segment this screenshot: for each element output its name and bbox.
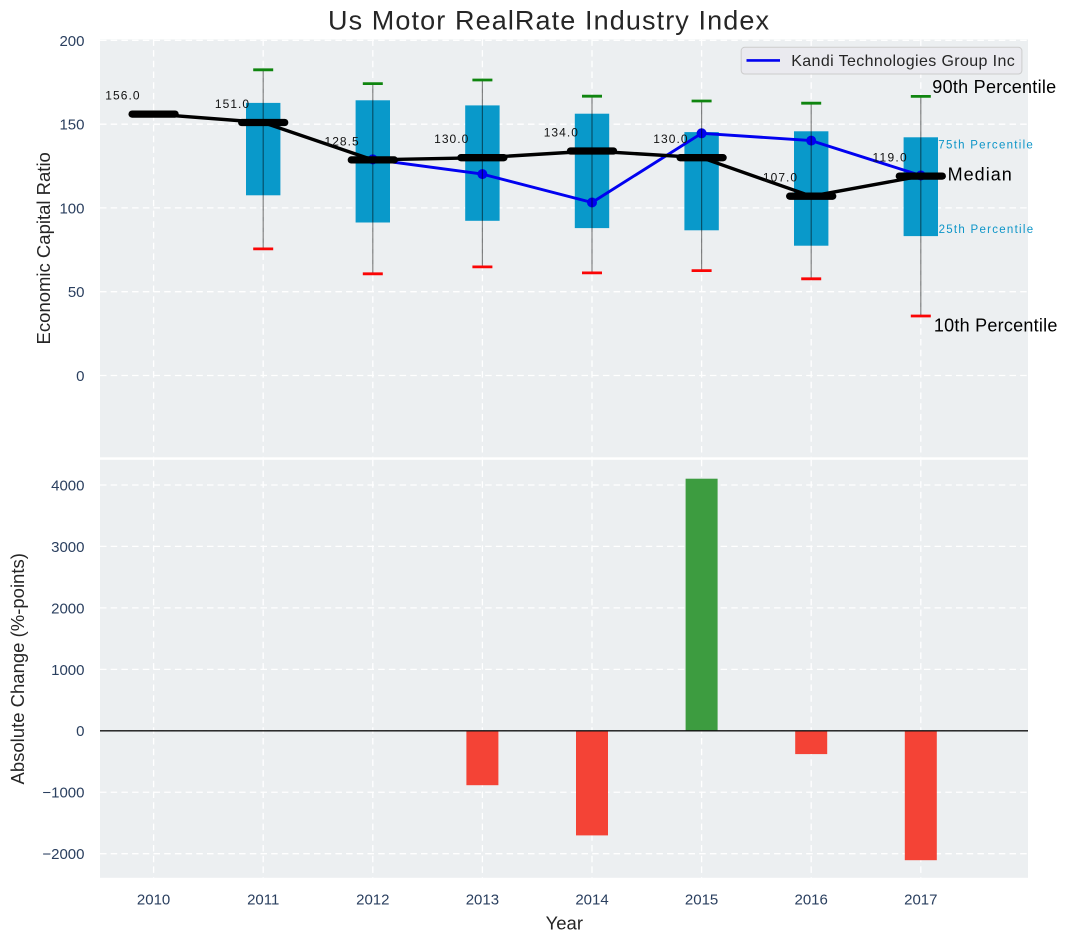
svg-text:Economic Capital Ratio: Economic Capital Ratio <box>33 152 54 344</box>
svg-text:156.0: 156.0 <box>105 89 140 103</box>
svg-text:0: 0 <box>76 723 84 740</box>
svg-text:2010: 2010 <box>137 892 170 909</box>
svg-text:107.0: 107.0 <box>763 171 798 185</box>
svg-text:Median: Median <box>948 165 1012 185</box>
svg-text:2011: 2011 <box>247 892 279 909</box>
svg-text:200: 200 <box>59 33 84 50</box>
svg-text:2017: 2017 <box>904 892 937 909</box>
svg-text:2012: 2012 <box>356 892 389 909</box>
svg-text:90th Percentile: 90th Percentile <box>932 77 1056 97</box>
svg-text:75th Percentile: 75th Percentile <box>938 139 1033 151</box>
svg-text:50: 50 <box>68 284 85 301</box>
svg-text:10th Percentile: 10th Percentile <box>934 315 1058 335</box>
svg-text:0: 0 <box>76 368 84 385</box>
svg-text:4000: 4000 <box>51 477 84 494</box>
svg-text:119.0: 119.0 <box>873 151 908 165</box>
svg-text:130.0: 130.0 <box>653 132 688 146</box>
svg-text:100: 100 <box>59 200 84 217</box>
svg-text:Absolute Change (%-points): Absolute Change (%-points) <box>7 553 28 784</box>
svg-text:2014: 2014 <box>575 892 608 909</box>
svg-text:134.0: 134.0 <box>544 125 579 139</box>
svg-text:150: 150 <box>59 117 84 134</box>
svg-text:3000: 3000 <box>51 539 84 556</box>
svg-text:2015: 2015 <box>685 892 718 909</box>
svg-text:2013: 2013 <box>466 892 499 909</box>
svg-text:2000: 2000 <box>51 600 84 617</box>
svg-text:−2000: −2000 <box>42 846 84 863</box>
svg-text:1000: 1000 <box>51 662 84 679</box>
svg-text:−1000: −1000 <box>42 785 84 802</box>
svg-text:151.0: 151.0 <box>215 97 250 111</box>
svg-text:130.0: 130.0 <box>434 132 469 146</box>
svg-text:Kandi Technologies Group Inc: Kandi Technologies Group Inc <box>791 53 1015 70</box>
svg-text:2016: 2016 <box>795 892 828 909</box>
svg-text:Us Motor RealRate Industry Ind: Us Motor RealRate Industry Index <box>328 6 770 36</box>
svg-text:Year: Year <box>546 912 583 933</box>
svg-text:128.5: 128.5 <box>325 134 360 148</box>
svg-text:25th Percentile: 25th Percentile <box>939 224 1034 236</box>
